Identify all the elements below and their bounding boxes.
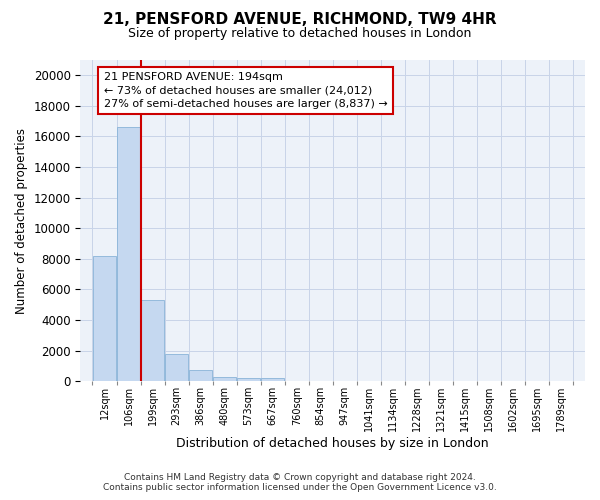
Bar — [141, 300, 164, 381]
Y-axis label: Number of detached properties: Number of detached properties — [15, 128, 28, 314]
Text: Contains HM Land Registry data © Crown copyright and database right 2024.
Contai: Contains HM Land Registry data © Crown c… — [103, 473, 497, 492]
Bar — [237, 378, 260, 381]
Bar — [261, 378, 284, 381]
Bar — [213, 376, 236, 381]
Bar — [93, 256, 116, 381]
X-axis label: Distribution of detached houses by size in London: Distribution of detached houses by size … — [176, 437, 489, 450]
Bar — [165, 354, 188, 381]
Text: Size of property relative to detached houses in London: Size of property relative to detached ho… — [128, 28, 472, 40]
Text: 21, PENSFORD AVENUE, RICHMOND, TW9 4HR: 21, PENSFORD AVENUE, RICHMOND, TW9 4HR — [103, 12, 497, 28]
Bar — [117, 128, 140, 381]
Bar — [189, 370, 212, 381]
Text: 21 PENSFORD AVENUE: 194sqm
← 73% of detached houses are smaller (24,012)
27% of : 21 PENSFORD AVENUE: 194sqm ← 73% of deta… — [104, 72, 387, 108]
